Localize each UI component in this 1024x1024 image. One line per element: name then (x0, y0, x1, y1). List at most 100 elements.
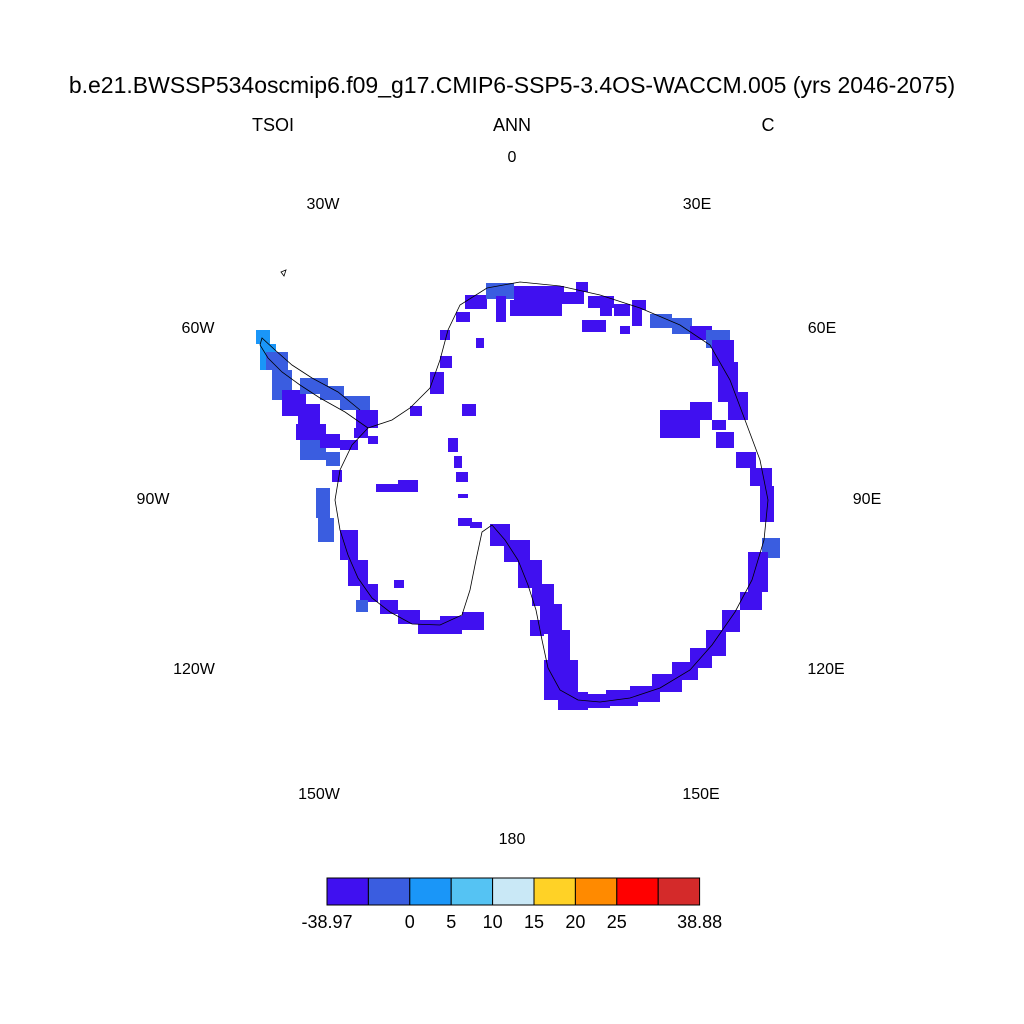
tsoi-cell (440, 356, 452, 368)
tsoi-cell (300, 440, 326, 460)
tsoi-cell (562, 292, 584, 304)
lon-label-150w: 150W (298, 786, 340, 803)
tsoi-cell (256, 330, 270, 344)
tsoi-cell (736, 452, 756, 468)
tsoi-cell (320, 434, 340, 448)
tsoi-cell (376, 484, 398, 492)
colorbar-swatch (326, 877, 369, 906)
colorbar-swatch (450, 877, 494, 906)
tsoi-cell (496, 296, 506, 322)
tsoi-cell (470, 522, 482, 528)
lon-label-60e: 60E (807, 320, 837, 337)
colorbar-swatch (616, 877, 659, 906)
tsoi-cell (394, 580, 404, 588)
tsoi-cell (326, 452, 340, 466)
tsoi-cell (620, 326, 630, 334)
tsoi-cell (600, 306, 612, 316)
tsoi-cell (576, 282, 588, 292)
colorbar-swatch (574, 877, 618, 906)
tsoi-cell (318, 518, 334, 542)
tsoi-cell (458, 518, 472, 526)
lon-label-150e: 150E (682, 786, 720, 803)
tsoi-cell (380, 600, 398, 614)
colorbar-label: 15 (524, 912, 544, 932)
coastline-main (334, 281, 769, 703)
tsoi-cell (298, 404, 320, 430)
tsoi-cell (368, 436, 378, 444)
tsoi-cell (332, 470, 342, 482)
tsoi-cell (540, 604, 562, 634)
lon-label-0: 0 (507, 149, 517, 166)
coastline (259, 269, 769, 703)
tsoi-cell (548, 630, 570, 660)
tsoi-cell (760, 486, 774, 522)
units-label: C (761, 115, 775, 135)
tsoi-cell (410, 406, 422, 416)
tsoi-cell (514, 286, 564, 300)
soil-temperature-cells (256, 282, 780, 710)
tsoi-cell (360, 584, 378, 602)
tsoi-cell (418, 620, 440, 634)
tsoi-cell (476, 338, 484, 348)
colorbar-swatch (533, 877, 576, 906)
tsoi-cell (606, 690, 638, 706)
plot-title: b.e21.BWSSP534oscmip6.f09_g17.CMIP6-SSP5… (68, 72, 956, 98)
tsoi-cell (722, 610, 740, 632)
tsoi-cell (532, 584, 554, 606)
colorbar-label: 5 (446, 912, 456, 932)
colorbar-label: 10 (483, 912, 503, 932)
colorbar-label: 25 (607, 912, 627, 932)
colorbar-swatch (657, 877, 701, 906)
tsoi-cell (440, 330, 450, 340)
lon-label-90e: 90E (852, 491, 882, 508)
tsoi-cell (398, 480, 418, 492)
colorbar-label: 38.88 (677, 912, 722, 932)
tsoi-cell (650, 314, 672, 328)
tsoi-cell (454, 456, 462, 468)
tsoi-cell (316, 488, 330, 518)
tsoi-cell (320, 386, 344, 400)
tsoi-cell (462, 612, 484, 630)
tsoi-cell (356, 600, 368, 612)
tsoi-cell (750, 468, 772, 486)
tsoi-cell (712, 420, 726, 430)
tsoi-cell (690, 402, 712, 420)
tsoi-cell (728, 392, 748, 420)
tsoi-cell (614, 304, 630, 316)
lon-label-60w: 60W (181, 320, 215, 337)
lon-label-180: 180 (498, 831, 526, 848)
tsoi-cell (586, 694, 610, 708)
tsoi-cell (296, 424, 326, 440)
tsoi-cell (354, 428, 368, 438)
tsoi-cell (398, 610, 420, 624)
tsoi-cell (448, 438, 458, 452)
tsoi-cell (716, 432, 734, 448)
tsoi-cell (340, 440, 358, 450)
tsoi-cell (510, 300, 562, 316)
tsoi-cell (712, 340, 734, 366)
tsoi-cell (340, 530, 358, 560)
colorbar-swatch (367, 877, 411, 906)
tsoi-cell (456, 312, 470, 322)
colorbar-swatch (409, 877, 452, 906)
coastline-peninsula (259, 337, 369, 429)
variable-label: TSOI (251, 115, 295, 135)
lon-label-30w: 30W (306, 196, 340, 213)
colorbar-label: 0 (405, 912, 415, 932)
tsoi-cell (462, 404, 476, 416)
lon-label-90w: 90W (136, 491, 170, 508)
coastline-islet (280, 269, 287, 277)
tsoi-cell (740, 592, 762, 610)
tsoi-cell (632, 300, 646, 310)
lon-label-120w: 120W (173, 661, 215, 678)
tsoi-cell (504, 540, 530, 562)
tsoi-cell (456, 472, 468, 482)
lon-label-120e: 120E (807, 661, 845, 678)
tsoi-cell (632, 310, 642, 326)
season-label: ANN (492, 115, 532, 135)
tsoi-cell (518, 560, 542, 588)
tsoi-cell (544, 660, 578, 700)
